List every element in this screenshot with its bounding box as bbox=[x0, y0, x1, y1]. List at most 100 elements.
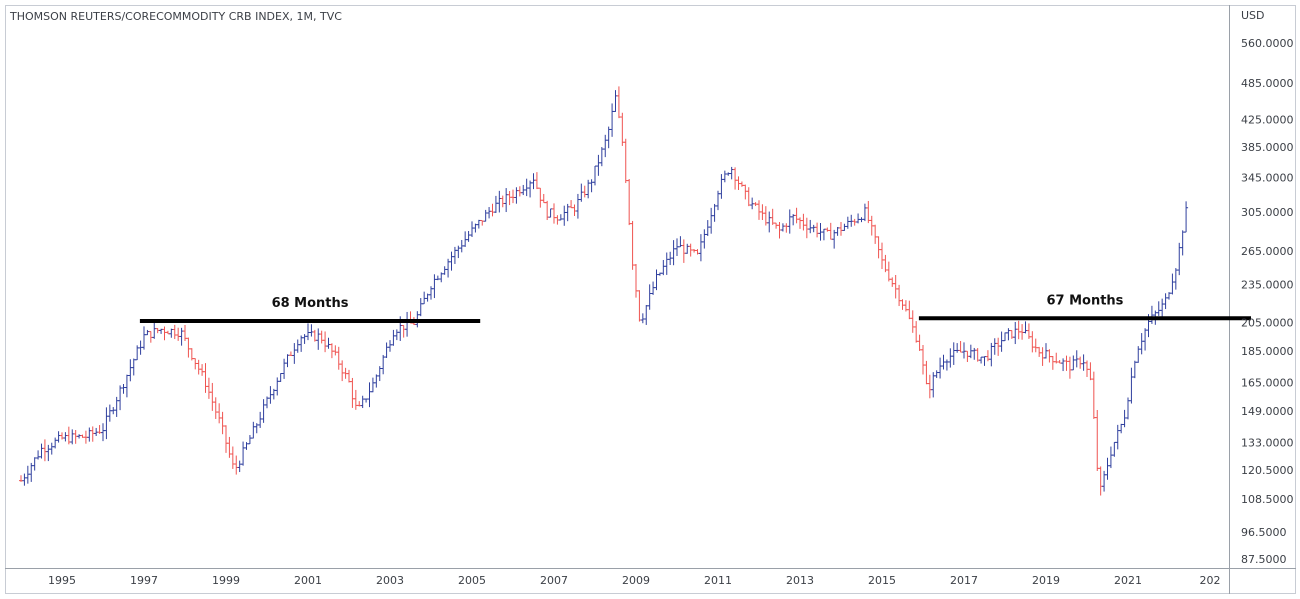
ohlc-bar bbox=[336, 346, 341, 370]
ohlc-bar bbox=[743, 184, 748, 200]
ohlc-bar bbox=[39, 443, 44, 459]
ohlc-bar bbox=[186, 337, 191, 358]
ohlc-bar bbox=[234, 455, 239, 475]
ohlc-bar bbox=[1078, 356, 1083, 369]
ohlc-bar bbox=[862, 203, 867, 222]
ohlc-bar bbox=[435, 275, 440, 281]
ohlc-bar bbox=[405, 311, 410, 337]
ohlc-bar bbox=[306, 323, 310, 341]
ohlc-bar bbox=[1129, 367, 1134, 404]
ohlc-bar bbox=[278, 372, 283, 382]
ohlc-bar bbox=[555, 215, 560, 225]
ohlc-bar bbox=[934, 370, 939, 379]
ohlc-bar bbox=[798, 217, 802, 229]
ohlc-bar bbox=[586, 179, 591, 199]
ohlc-bar bbox=[716, 190, 720, 211]
price-tick-label: 560.0000 bbox=[1241, 37, 1294, 50]
ohlc-bar bbox=[1091, 371, 1096, 419]
ohlc-bar bbox=[275, 377, 280, 396]
ohlc-bar bbox=[282, 358, 287, 379]
ohlc-bar bbox=[787, 209, 792, 234]
ohlc-bars bbox=[19, 86, 1189, 496]
ohlc-bar bbox=[1095, 409, 1100, 472]
ohlc-bar bbox=[921, 345, 925, 375]
price-tick-label: 133.0000 bbox=[1241, 437, 1294, 450]
ohlc-bar bbox=[288, 351, 293, 356]
ohlc-bar bbox=[606, 126, 611, 149]
ohlc-bar bbox=[999, 331, 1004, 352]
ohlc-bar bbox=[818, 223, 823, 241]
ohlc-bar bbox=[1006, 328, 1011, 341]
ohlc-bar bbox=[688, 243, 693, 257]
currency-label: USD bbox=[1241, 9, 1265, 22]
ohlc-bar bbox=[726, 172, 731, 176]
ohlc-bar bbox=[832, 229, 837, 249]
ohlc-bar bbox=[425, 293, 430, 302]
ohlc-bar bbox=[644, 305, 649, 325]
ohlc-bar bbox=[312, 329, 317, 342]
price-tick-label: 185.0000 bbox=[1241, 345, 1294, 358]
ohlc-bar bbox=[521, 184, 526, 196]
ohlc-bar bbox=[603, 134, 608, 158]
ohlc-bar bbox=[753, 202, 758, 207]
price-axis-labels: 560.0000 485.0000 425.0000 385.0000 345.0000… bbox=[1241, 37, 1294, 566]
ohlc-bar bbox=[1132, 360, 1137, 379]
ohlc-bar bbox=[343, 367, 348, 379]
price-tick-label: 385.0000 bbox=[1241, 141, 1294, 154]
ohlc-bar bbox=[657, 272, 662, 276]
ohlc-bar bbox=[869, 215, 874, 236]
ohlc-bar bbox=[220, 411, 225, 435]
ohlc-bar bbox=[377, 366, 382, 382]
ohlc-bar bbox=[777, 222, 782, 239]
ohlc-bar bbox=[1071, 355, 1076, 371]
price-tick-label: 149.0000 bbox=[1241, 405, 1294, 418]
ohlc-bar bbox=[514, 187, 519, 204]
ohlc-bar bbox=[326, 337, 331, 349]
ohlc-bar bbox=[391, 329, 396, 346]
price-tick-label: 305.0000 bbox=[1241, 206, 1294, 219]
ohlc-bar bbox=[63, 432, 68, 442]
ohlc-bar bbox=[985, 350, 990, 362]
ohlc-bar bbox=[183, 324, 187, 341]
ohlc-bar bbox=[856, 213, 861, 224]
ohlc-bar bbox=[295, 339, 300, 353]
ohlc-bar bbox=[374, 374, 379, 388]
ohlc-bar bbox=[955, 343, 960, 353]
time-axis-labels: 1995 1997 1999 2001 2003 2005 2007 2009 2011 2013… bbox=[48, 574, 1221, 587]
ohlc-bar bbox=[350, 377, 355, 408]
ohlc-bar bbox=[432, 274, 437, 299]
ohlc-bar bbox=[265, 396, 269, 409]
ohlc-bar bbox=[340, 360, 345, 382]
ohlc-bar bbox=[25, 465, 30, 484]
ohlc-bar bbox=[476, 219, 481, 229]
ohlc-bar bbox=[572, 204, 577, 216]
ohlc-bar bbox=[962, 342, 966, 359]
ohlc-bar bbox=[589, 179, 594, 193]
ohlc-bar bbox=[200, 364, 205, 376]
ohlc-bar bbox=[739, 181, 744, 187]
ohlc-bar bbox=[169, 328, 174, 338]
time-tick-label: 1997 bbox=[130, 574, 158, 587]
ohlc-bar bbox=[1037, 346, 1042, 357]
ohlc-bar bbox=[172, 324, 177, 340]
ohlc-bar bbox=[439, 272, 444, 283]
ohlc-bar bbox=[620, 112, 625, 146]
ohlc-bar bbox=[842, 223, 847, 231]
ohlc-bar bbox=[524, 178, 529, 197]
ohlc-bar bbox=[989, 342, 994, 367]
ohlc-bar bbox=[210, 382, 215, 411]
ohlc-bar bbox=[511, 189, 515, 204]
ohlc-bar bbox=[285, 354, 290, 368]
ohlc-bar bbox=[401, 324, 406, 338]
ohlc-bar bbox=[1067, 356, 1072, 379]
ohlc-bar bbox=[176, 327, 181, 341]
ohlc-bar bbox=[381, 354, 386, 375]
ohlc-bar bbox=[418, 298, 423, 317]
ohlc-bar bbox=[1081, 354, 1086, 371]
ohlc-bar bbox=[804, 217, 809, 239]
ohlc-bar bbox=[101, 423, 105, 442]
ohlc-bar bbox=[135, 345, 140, 361]
ohlc-bar bbox=[53, 437, 58, 449]
ohlc-bar bbox=[463, 231, 468, 247]
ohlc-bar bbox=[637, 290, 642, 322]
